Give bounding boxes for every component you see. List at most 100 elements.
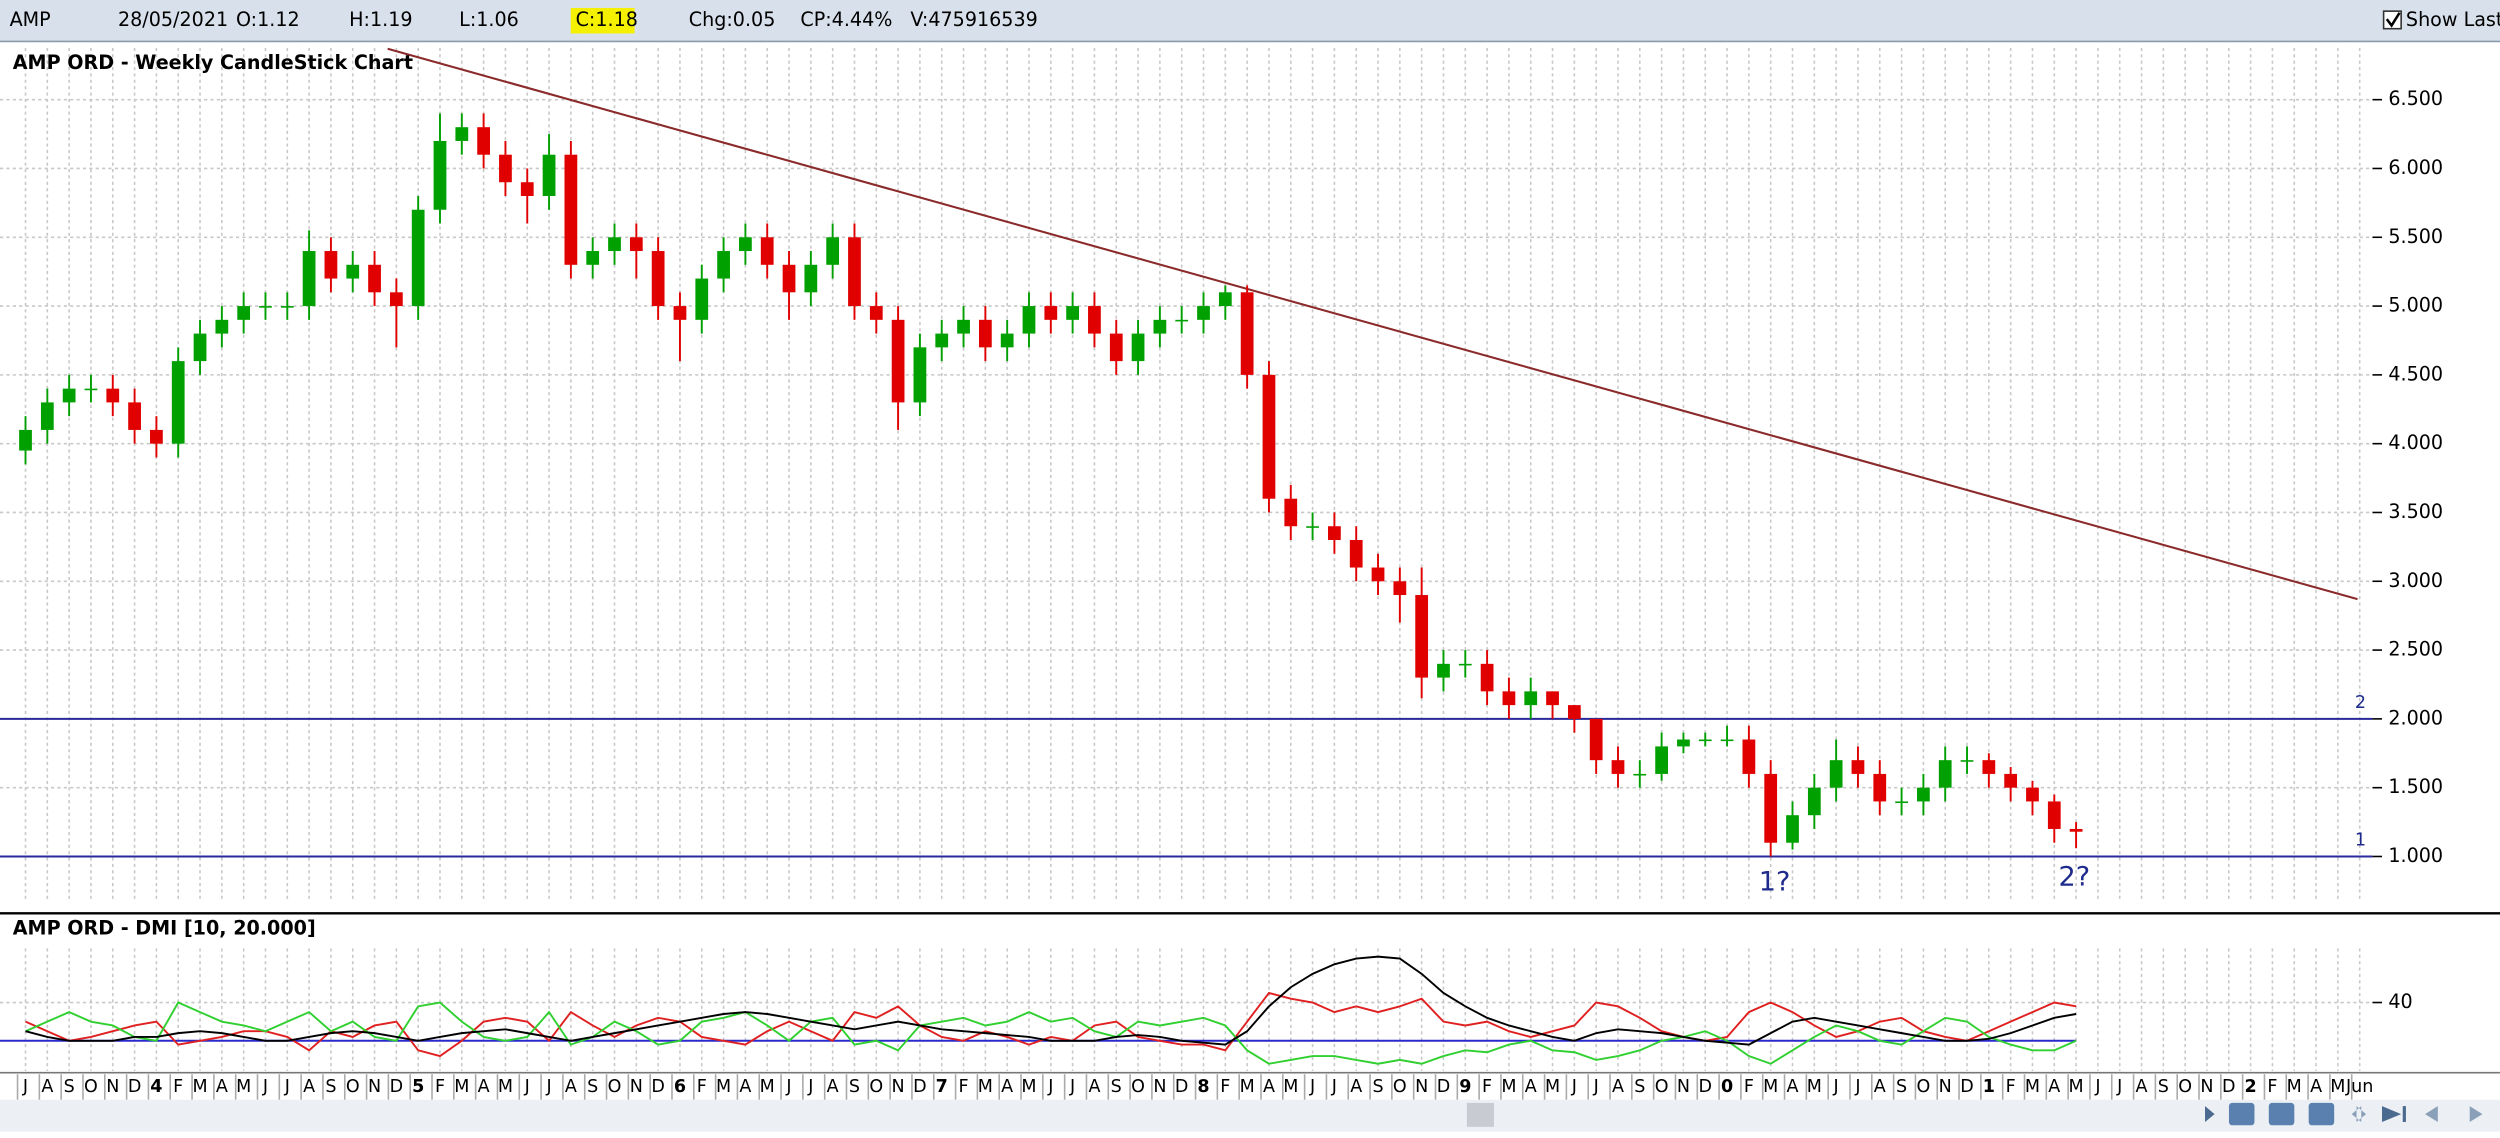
candle-body [1982, 760, 1996, 774]
zoom-button[interactable] [2268, 1102, 2295, 1126]
x-tick-label: S [587, 1077, 598, 1097]
x-tick-label: 6 [674, 1077, 686, 1097]
x-tick-label: A [216, 1077, 228, 1097]
x-tick-label: S [1111, 1077, 1122, 1097]
play[interactable] [2351, 1106, 2367, 1123]
scrollbar[interactable] [0, 1099, 2500, 1132]
step-forward[interactable] [2469, 1106, 2483, 1123]
x-tick-label: O [1393, 1077, 1407, 1097]
step-back[interactable] [2425, 1106, 2438, 1123]
candle-body [629, 237, 643, 252]
go-end[interactable] [2382, 1106, 2406, 1123]
dmi-panel: 40 [0, 948, 2413, 1072]
annotation: 1? [1759, 866, 1791, 897]
x-tick-label: M [236, 1077, 251, 1097]
x-tick-label: M [978, 1077, 993, 1097]
zoom-button[interactable] [2228, 1102, 2255, 1126]
candle-body [1655, 746, 1668, 774]
candle-body [106, 388, 120, 403]
candle-body [935, 333, 949, 348]
y-tick-label: 1.500 [2388, 775, 2443, 798]
zoom-button[interactable] [2308, 1102, 2335, 1126]
candle-body [1000, 333, 1014, 348]
x-tick-label: O [346, 1077, 360, 1097]
x-tick-label: A [1787, 1077, 1799, 1097]
show-last-label[interactable]: Show Last [2406, 8, 2500, 31]
x-tick-label: D [1960, 1077, 1974, 1097]
x-tick-label: F [1482, 1077, 1492, 1097]
x-tick-label: A [739, 1077, 751, 1097]
x-tick-label: N [630, 1077, 643, 1097]
x-tick-label: D [1175, 1077, 1189, 1097]
candle-body [280, 306, 294, 308]
candle-body [1611, 760, 1625, 774]
candle-body [978, 319, 992, 348]
candle-body [1371, 567, 1385, 582]
candle-body [1938, 760, 1952, 788]
x-tick-label: J [524, 1077, 530, 1097]
x-tick-label: M [1501, 1077, 1516, 1097]
candle-body [128, 402, 141, 430]
candle-body [891, 319, 905, 403]
x-tick-label: F [173, 1077, 183, 1097]
x-tick-label: A [2048, 1077, 2060, 1097]
x-tick-label: M [1240, 1077, 1255, 1097]
candle-body [324, 251, 338, 279]
x-tick-label: J [2094, 1077, 2100, 1097]
x-tick-label: S [849, 1077, 860, 1097]
x-tick-label: A [1088, 1077, 1100, 1097]
candle-body [1633, 773, 1647, 776]
candle-body [1742, 739, 1756, 774]
x-tick-label: J [1593, 1077, 1599, 1097]
scroll-thumb[interactable] [1466, 1102, 1494, 1127]
x-tick-label: 0 [1721, 1077, 1733, 1097]
open: O:1.12 [236, 8, 300, 31]
x-tick-label: S [325, 1077, 336, 1097]
x-tick-label: F [959, 1077, 969, 1097]
candle-body [1698, 739, 1712, 742]
x-tick-label: M [498, 1077, 513, 1097]
candle-body [1960, 760, 1974, 762]
candle-body [1415, 595, 1429, 678]
candle-body [19, 429, 32, 451]
x-tick-label: J [22, 1077, 28, 1097]
candle-body [608, 237, 621, 252]
candle-body [346, 264, 360, 279]
x-tick-label: A [827, 1077, 839, 1097]
x-tick-label: A [1612, 1077, 1624, 1097]
candle-body [1131, 333, 1145, 362]
x-tick-label: J [1571, 1077, 1577, 1097]
x-tick-label: J [1047, 1077, 1053, 1097]
x-tick-label: J [785, 1077, 791, 1097]
candle-body [1175, 319, 1189, 322]
candle-body [259, 306, 272, 308]
change-percent: CP:4.44% [800, 8, 892, 31]
candle-body [1567, 705, 1581, 719]
candle-body [2069, 828, 2083, 832]
candle-body [1153, 319, 1167, 334]
x-tick-label: F [697, 1077, 707, 1097]
x-tick-label: D [128, 1077, 142, 1097]
candle-body [913, 347, 927, 403]
change: Chg:0.05 [689, 8, 776, 31]
candle-body [1240, 292, 1254, 375]
x-tick-label: N [368, 1077, 381, 1097]
scroll-right[interactable] [2205, 1106, 2215, 1123]
indicator-line [25, 991, 2077, 1058]
x-tick-label: M [716, 1077, 731, 1097]
x-tick-label: A [1874, 1077, 1886, 1097]
x-tick-label: A [41, 1077, 53, 1097]
x-tick-label: M [1545, 1077, 1560, 1097]
chart-title: AMP ORD - Weekly CandleStick Chart [13, 51, 413, 74]
x-tick-label: N [1939, 1077, 1952, 1097]
x-tick-label: A [565, 1077, 577, 1097]
candle-body [1284, 498, 1298, 527]
candle-body [455, 127, 469, 141]
y-tick-label: 6.500 [2388, 87, 2443, 110]
x-tick-label: A [2136, 1077, 2148, 1097]
y-tick-label: 5.000 [2388, 294, 2443, 317]
candle-body [1829, 760, 1843, 788]
x-tick-label: D [1437, 1077, 1451, 1097]
